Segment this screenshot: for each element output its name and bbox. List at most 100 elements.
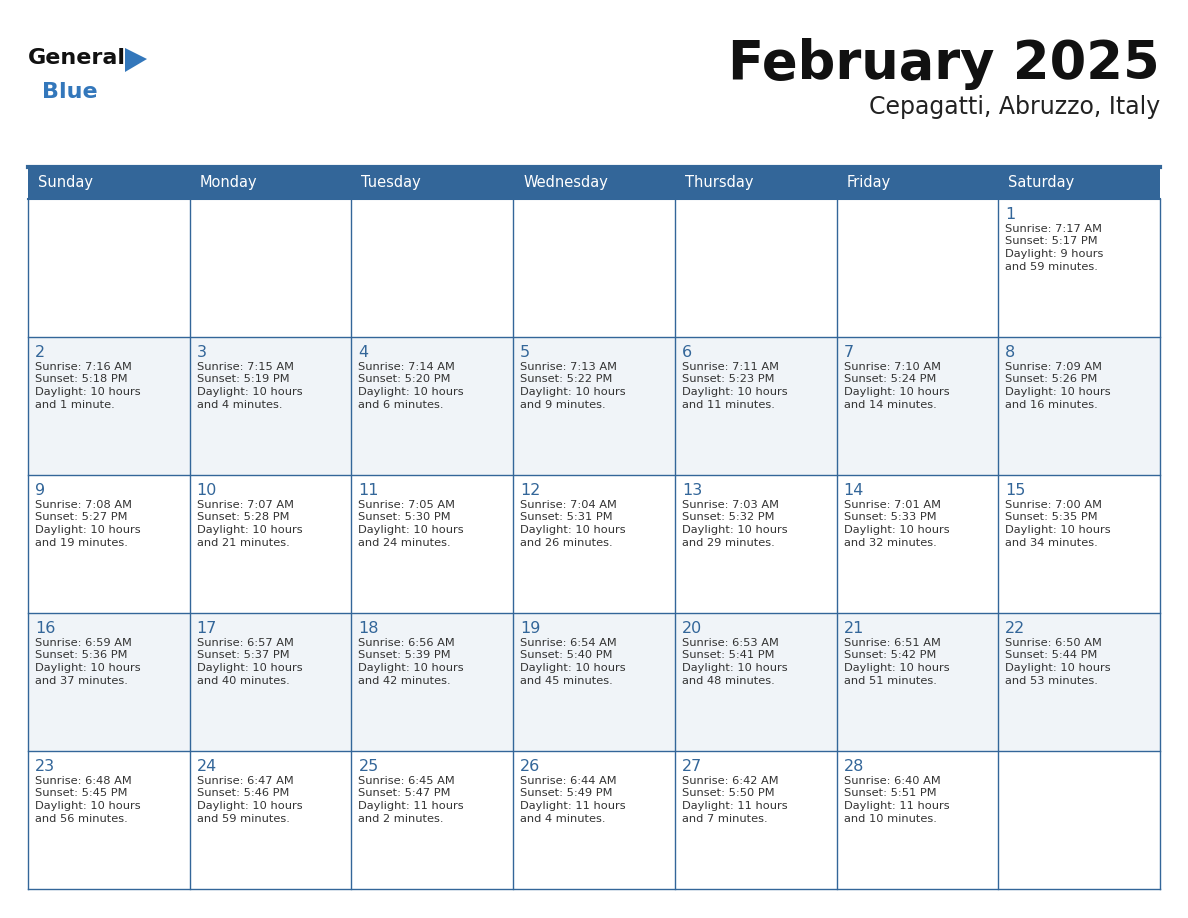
Text: Daylight: 10 hours: Daylight: 10 hours bbox=[520, 525, 626, 535]
Text: Sunrise: 6:57 AM: Sunrise: 6:57 AM bbox=[197, 638, 293, 648]
Text: and 45 minutes.: and 45 minutes. bbox=[520, 676, 613, 686]
Text: Daylight: 10 hours: Daylight: 10 hours bbox=[34, 387, 140, 397]
Text: Daylight: 10 hours: Daylight: 10 hours bbox=[520, 387, 626, 397]
Text: 28: 28 bbox=[843, 759, 864, 774]
Text: Sunset: 5:22 PM: Sunset: 5:22 PM bbox=[520, 375, 613, 385]
Text: Sunrise: 7:01 AM: Sunrise: 7:01 AM bbox=[843, 500, 941, 510]
Bar bbox=[513, 751, 675, 889]
Text: Tuesday: Tuesday bbox=[361, 175, 422, 191]
Bar bbox=[352, 613, 513, 751]
Text: and 14 minutes.: and 14 minutes. bbox=[843, 399, 936, 409]
Text: Daylight: 11 hours: Daylight: 11 hours bbox=[843, 801, 949, 811]
Text: 14: 14 bbox=[843, 483, 864, 498]
Text: and 9 minutes.: and 9 minutes. bbox=[520, 399, 606, 409]
Text: and 19 minutes.: and 19 minutes. bbox=[34, 538, 128, 547]
Text: Sunset: 5:33 PM: Sunset: 5:33 PM bbox=[843, 512, 936, 522]
Text: Sunrise: 6:40 AM: Sunrise: 6:40 AM bbox=[843, 776, 941, 786]
Bar bbox=[836, 475, 998, 613]
Text: and 2 minutes.: and 2 minutes. bbox=[359, 813, 444, 823]
Bar bbox=[998, 613, 1159, 751]
Text: and 4 minutes.: and 4 minutes. bbox=[520, 813, 606, 823]
Bar bbox=[675, 751, 836, 889]
Text: Sunset: 5:42 PM: Sunset: 5:42 PM bbox=[843, 651, 936, 660]
Text: Daylight: 10 hours: Daylight: 10 hours bbox=[1005, 525, 1111, 535]
Text: and 37 minutes.: and 37 minutes. bbox=[34, 676, 128, 686]
Text: 25: 25 bbox=[359, 759, 379, 774]
Text: Sunset: 5:20 PM: Sunset: 5:20 PM bbox=[359, 375, 451, 385]
Text: Daylight: 10 hours: Daylight: 10 hours bbox=[682, 525, 788, 535]
Text: 23: 23 bbox=[34, 759, 55, 774]
Text: Sunrise: 6:54 AM: Sunrise: 6:54 AM bbox=[520, 638, 617, 648]
Bar bbox=[513, 613, 675, 751]
Text: Daylight: 10 hours: Daylight: 10 hours bbox=[34, 663, 140, 673]
Bar bbox=[190, 751, 352, 889]
Text: 3: 3 bbox=[197, 345, 207, 360]
Text: Daylight: 10 hours: Daylight: 10 hours bbox=[1005, 387, 1111, 397]
Text: 24: 24 bbox=[197, 759, 217, 774]
Text: Sunrise: 7:08 AM: Sunrise: 7:08 AM bbox=[34, 500, 132, 510]
Text: Sunset: 5:51 PM: Sunset: 5:51 PM bbox=[843, 789, 936, 799]
Text: 19: 19 bbox=[520, 621, 541, 636]
Bar bbox=[513, 199, 675, 337]
Text: 7: 7 bbox=[843, 345, 854, 360]
Bar bbox=[190, 199, 352, 337]
Text: Daylight: 10 hours: Daylight: 10 hours bbox=[682, 663, 788, 673]
Text: Saturday: Saturday bbox=[1009, 175, 1074, 191]
Bar bbox=[836, 337, 998, 475]
Text: and 53 minutes.: and 53 minutes. bbox=[1005, 676, 1098, 686]
Text: Sunrise: 7:03 AM: Sunrise: 7:03 AM bbox=[682, 500, 779, 510]
Text: and 34 minutes.: and 34 minutes. bbox=[1005, 538, 1098, 547]
Text: Sunset: 5:28 PM: Sunset: 5:28 PM bbox=[197, 512, 289, 522]
Text: Sunrise: 7:04 AM: Sunrise: 7:04 AM bbox=[520, 500, 617, 510]
Text: and 32 minutes.: and 32 minutes. bbox=[843, 538, 936, 547]
Text: and 42 minutes.: and 42 minutes. bbox=[359, 676, 451, 686]
Text: Cepagatti, Abruzzo, Italy: Cepagatti, Abruzzo, Italy bbox=[868, 95, 1159, 119]
Text: 18: 18 bbox=[359, 621, 379, 636]
Text: Daylight: 10 hours: Daylight: 10 hours bbox=[197, 387, 302, 397]
Text: Sunset: 5:35 PM: Sunset: 5:35 PM bbox=[1005, 512, 1098, 522]
Text: Sunrise: 7:15 AM: Sunrise: 7:15 AM bbox=[197, 362, 293, 372]
Text: and 6 minutes.: and 6 minutes. bbox=[359, 399, 444, 409]
Text: Sunrise: 6:51 AM: Sunrise: 6:51 AM bbox=[843, 638, 941, 648]
Bar bbox=[190, 613, 352, 751]
Text: Sunrise: 7:10 AM: Sunrise: 7:10 AM bbox=[843, 362, 941, 372]
Text: Sunrise: 7:14 AM: Sunrise: 7:14 AM bbox=[359, 362, 455, 372]
Text: and 59 minutes.: and 59 minutes. bbox=[197, 813, 290, 823]
Text: Sunrise: 6:56 AM: Sunrise: 6:56 AM bbox=[359, 638, 455, 648]
Text: Daylight: 10 hours: Daylight: 10 hours bbox=[197, 663, 302, 673]
Text: Daylight: 10 hours: Daylight: 10 hours bbox=[682, 387, 788, 397]
Text: Sunrise: 7:13 AM: Sunrise: 7:13 AM bbox=[520, 362, 617, 372]
Text: Daylight: 10 hours: Daylight: 10 hours bbox=[34, 525, 140, 535]
Text: Sunset: 5:30 PM: Sunset: 5:30 PM bbox=[359, 512, 451, 522]
Text: Sunset: 5:40 PM: Sunset: 5:40 PM bbox=[520, 651, 613, 660]
Text: Daylight: 10 hours: Daylight: 10 hours bbox=[359, 663, 465, 673]
Text: Thursday: Thursday bbox=[684, 175, 753, 191]
Text: 9: 9 bbox=[34, 483, 45, 498]
Text: and 26 minutes.: and 26 minutes. bbox=[520, 538, 613, 547]
Text: 17: 17 bbox=[197, 621, 217, 636]
Bar bbox=[998, 475, 1159, 613]
Bar bbox=[998, 337, 1159, 475]
Text: 4: 4 bbox=[359, 345, 368, 360]
Text: and 21 minutes.: and 21 minutes. bbox=[197, 538, 290, 547]
Text: Friday: Friday bbox=[847, 175, 891, 191]
Text: Sunset: 5:31 PM: Sunset: 5:31 PM bbox=[520, 512, 613, 522]
Text: Sunrise: 6:42 AM: Sunrise: 6:42 AM bbox=[682, 776, 778, 786]
Text: 8: 8 bbox=[1005, 345, 1016, 360]
Bar bbox=[675, 613, 836, 751]
Text: Sunrise: 7:00 AM: Sunrise: 7:00 AM bbox=[1005, 500, 1102, 510]
Text: 1: 1 bbox=[1005, 207, 1016, 222]
Text: Sunset: 5:37 PM: Sunset: 5:37 PM bbox=[197, 651, 290, 660]
Text: Sunset: 5:19 PM: Sunset: 5:19 PM bbox=[197, 375, 290, 385]
Text: and 1 minute.: and 1 minute. bbox=[34, 399, 115, 409]
Text: Sunrise: 7:05 AM: Sunrise: 7:05 AM bbox=[359, 500, 455, 510]
Text: 21: 21 bbox=[843, 621, 864, 636]
Text: Sunset: 5:36 PM: Sunset: 5:36 PM bbox=[34, 651, 127, 660]
Text: Daylight: 10 hours: Daylight: 10 hours bbox=[520, 663, 626, 673]
Text: Daylight: 10 hours: Daylight: 10 hours bbox=[843, 387, 949, 397]
Text: 16: 16 bbox=[34, 621, 56, 636]
Text: Sunset: 5:49 PM: Sunset: 5:49 PM bbox=[520, 789, 613, 799]
Bar bbox=[352, 199, 513, 337]
Bar bbox=[352, 475, 513, 613]
Text: Sunset: 5:45 PM: Sunset: 5:45 PM bbox=[34, 789, 127, 799]
